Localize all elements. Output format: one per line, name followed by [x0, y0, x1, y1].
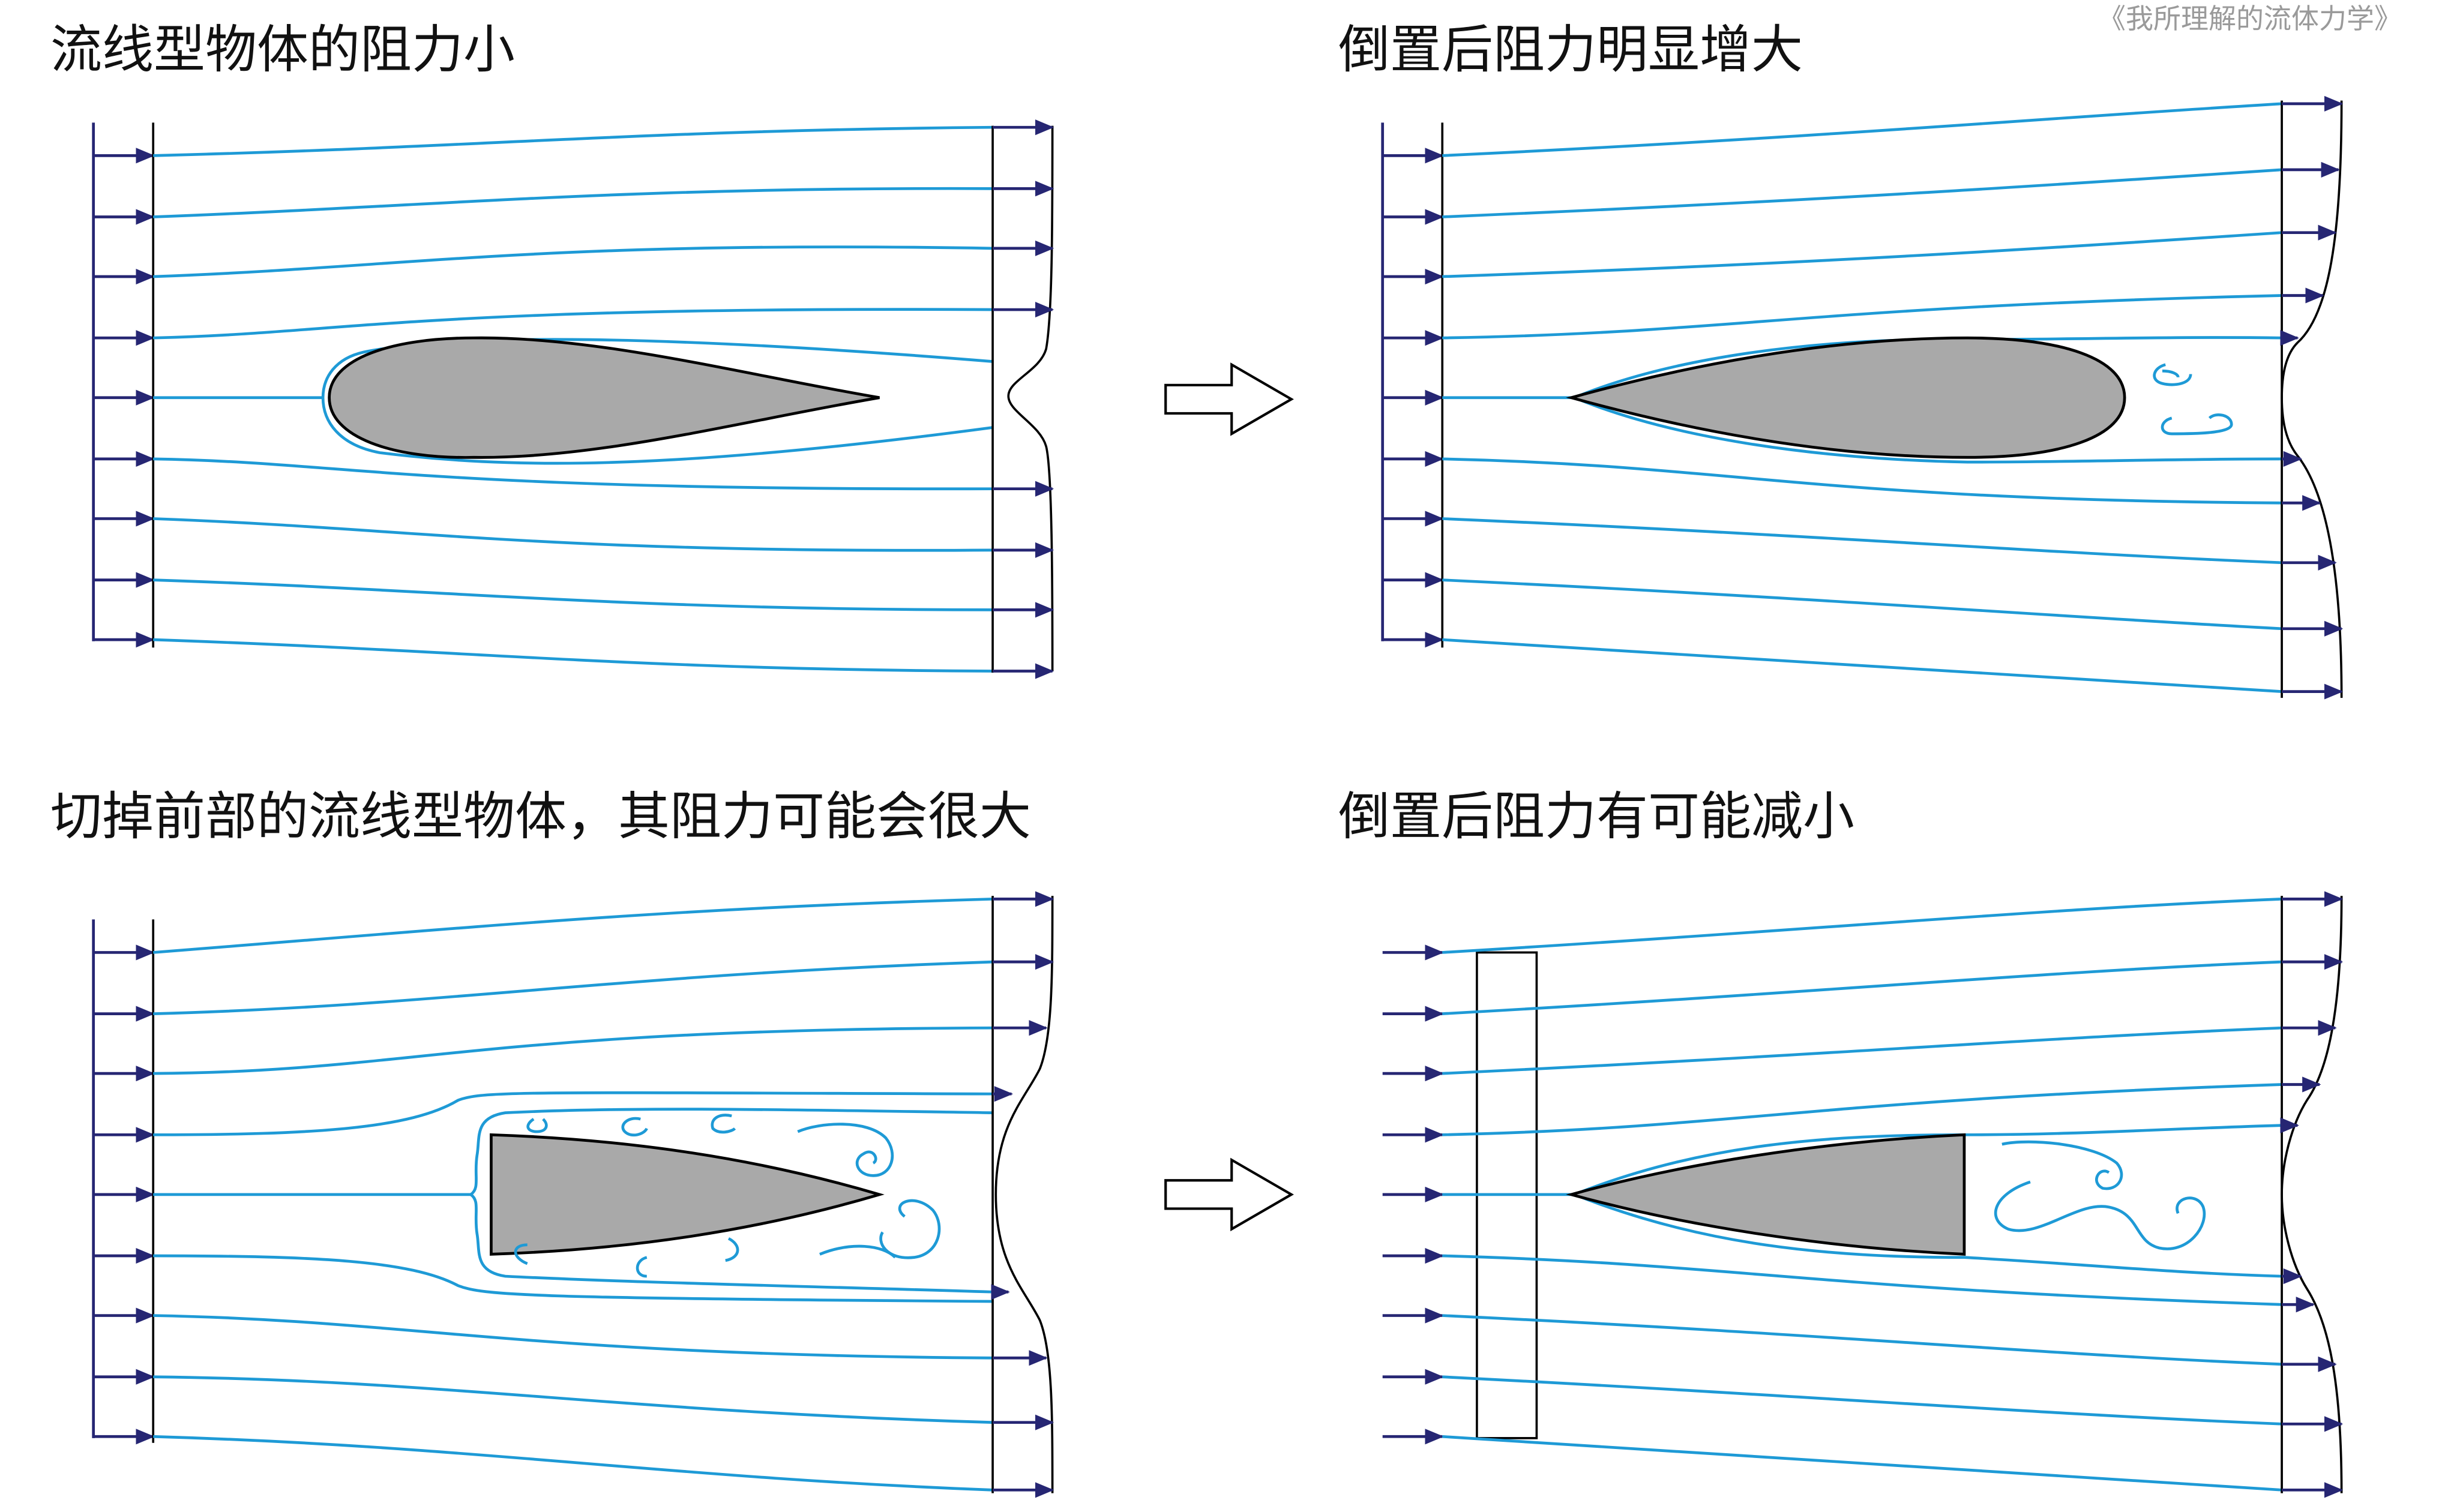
wake-vortices [2153, 363, 2233, 436]
truncated-reversed-body [1566, 1133, 1966, 1256]
streamlines [1442, 898, 2282, 1492]
outflow-profile-curve [994, 896, 1054, 1493]
panel-title-reversed: 倒置后阻力明显增大 [1338, 20, 1803, 80]
transition-arrow-top [1164, 362, 1294, 436]
inflow-arrows [93, 148, 155, 648]
panel-truncated-reversed [1382, 891, 2344, 1498]
wake-vortices [514, 1114, 941, 1278]
outflow-arrows [991, 891, 1054, 1498]
streamlined-body [328, 336, 880, 459]
outflow-profile-curve [1007, 125, 1054, 671]
wake-vortices [1994, 1140, 2206, 1250]
panel-title-truncated: 切掉前部的流线型物体，其阻力可能会很大 [50, 787, 1031, 847]
transition-arrow-bottom [1164, 1157, 1294, 1232]
reversed-body [1566, 336, 2126, 459]
streamlines [153, 898, 993, 1492]
inflow-arrows [1382, 148, 1444, 648]
inflow-arrows [1382, 944, 1444, 1445]
outflow-arrows [2280, 891, 2344, 1498]
panel-truncated [92, 891, 1054, 1498]
outflow-profile-curve [2281, 100, 2343, 698]
panel-title-streamlined: 流线型物体的阻力小 [50, 20, 515, 80]
inflow-arrows [93, 944, 155, 1445]
book-credit: 《我所理解的流体力学》 [2098, 2, 2402, 35]
truncated-body [490, 1133, 885, 1256]
outflow-arrows [993, 119, 1054, 679]
outflow-arrows [2280, 95, 2344, 700]
panel-streamlined [92, 119, 1054, 679]
outflow-profile-curve [2281, 896, 2343, 1493]
panel-reversed [1381, 95, 2344, 700]
panel-title-truncated-reversed: 倒置后阻力有可能减小 [1338, 787, 1854, 847]
